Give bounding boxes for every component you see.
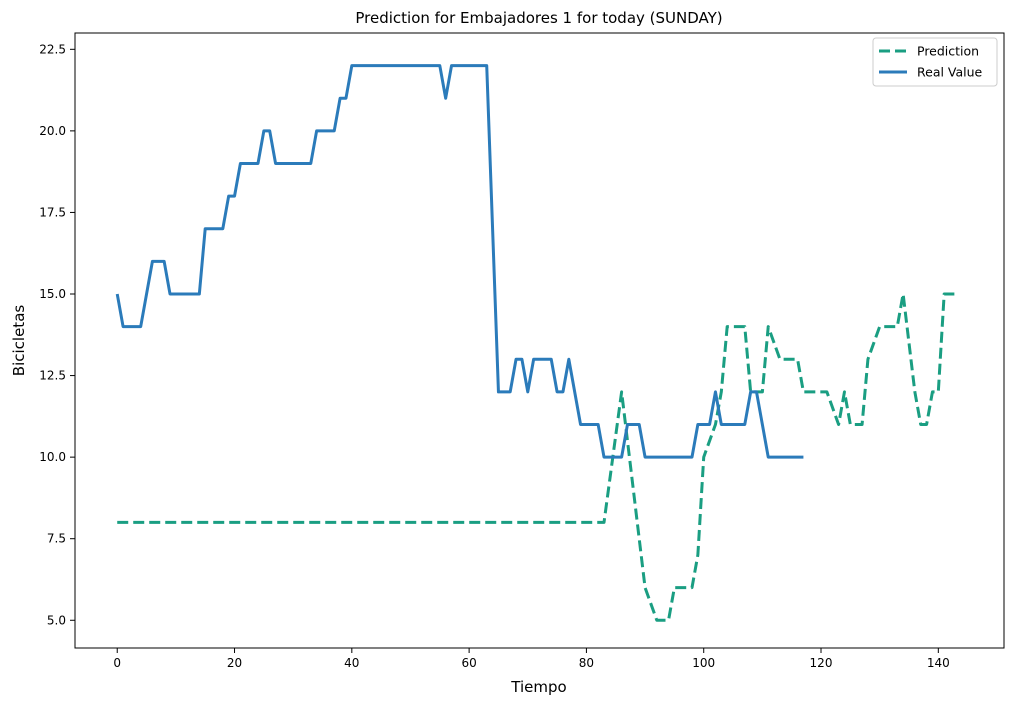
chart-title: Prediction for Embajadores 1 for today (… <box>355 9 722 27</box>
x-tick-label: 40 <box>344 656 359 670</box>
y-tick-label: 17.5 <box>39 205 66 219</box>
y-tick-label: 20.0 <box>39 124 66 138</box>
y-axis-label: Bicicletas <box>10 305 28 377</box>
y-tick-label: 5.0 <box>47 613 66 627</box>
x-tick-label: 120 <box>810 656 833 670</box>
legend-label-prediction: Prediction <box>917 44 979 59</box>
x-tick-label: 80 <box>579 656 594 670</box>
y-tick-label: 12.5 <box>39 369 66 383</box>
x-tick-label: 140 <box>927 656 950 670</box>
y-tick-label: 7.5 <box>47 532 66 546</box>
y-tick-label: 22.5 <box>39 42 66 56</box>
x-tick-label: 20 <box>227 656 242 670</box>
series-layer <box>115 64 956 622</box>
plot-frame <box>74 32 1005 649</box>
series-line-real-value <box>115 64 804 459</box>
y-tick-label: 15.0 <box>39 287 66 301</box>
series-line-prediction <box>117 292 956 622</box>
x-axis-label: Tiempo <box>510 678 566 696</box>
legend: Prediction Real Value <box>872 37 998 87</box>
x-tick-label: 100 <box>692 656 715 670</box>
x-tick-label: 60 <box>461 656 476 670</box>
y-axis-ticks: 5.0 7.5 10.0 12.5 15.0 17.5 20.0 22.5 <box>39 42 75 627</box>
y-tick-label: 10.0 <box>39 450 66 464</box>
legend-label-real-value: Real Value <box>917 65 983 80</box>
x-tick-label: 0 <box>113 656 121 670</box>
x-axis-ticks: 0 20 40 60 80 100 120 140 <box>113 648 950 670</box>
